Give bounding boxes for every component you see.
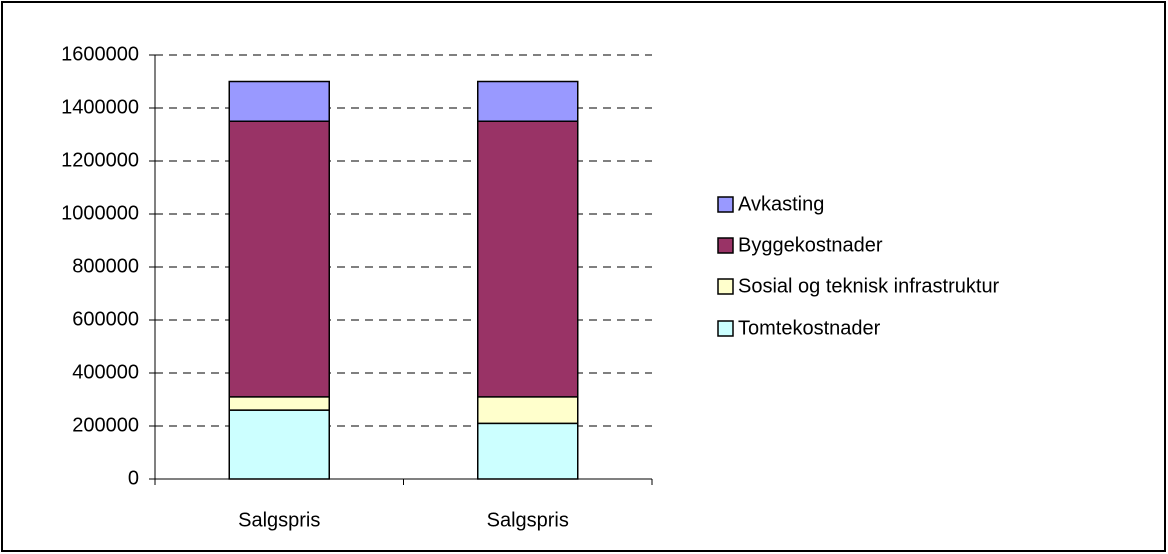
y-tick-label: 200000 [72,414,139,436]
y-tick-label: 1000000 [61,202,139,224]
bar-segment [228,80,330,122]
bar-segment [228,396,330,411]
y-tick-label: 600000 [72,308,139,330]
bar-segment [228,120,330,398]
legend-swatch [717,196,734,213]
y-tick-label: 800000 [72,255,139,277]
legend-swatch [717,320,734,337]
y-tick-label: 400000 [72,361,139,383]
bar-segment [477,422,579,480]
legend-label: Byggekostnader [738,234,883,256]
legend-label: Tomtekostnader [738,317,881,339]
y-tick-label: 0 [128,467,139,489]
legend-swatch [717,237,734,254]
legend-label: Sosial og teknisk infrastruktur [738,275,1000,297]
y-tick-label: 1400000 [61,96,139,118]
x-tick-label: Salgspris [487,509,569,531]
y-tick-label: 1600000 [61,43,139,65]
bar-segment [477,120,579,398]
legend-swatch [717,278,734,295]
legend-label: Avkasting [738,193,824,215]
bar-segment [228,409,330,480]
bar-segment [477,80,579,122]
y-tick-label: 1200000 [61,149,139,171]
bar-segment [477,396,579,425]
x-tick-label: Salgspris [238,509,320,531]
